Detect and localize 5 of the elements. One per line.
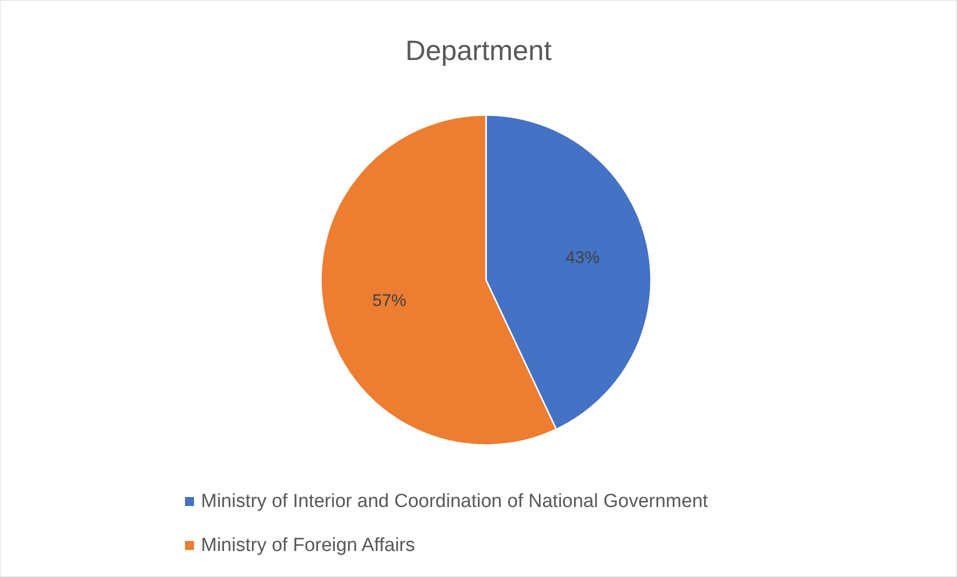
legend-label: Ministry of Interior and Coordination of National Government	[201, 491, 709, 512]
data-label: 57%	[372, 291, 406, 310]
data-label: 43%	[566, 248, 600, 267]
legend-label: Ministry of Foreign Affairs	[201, 535, 416, 556]
chart-title: Department	[405, 35, 552, 66]
